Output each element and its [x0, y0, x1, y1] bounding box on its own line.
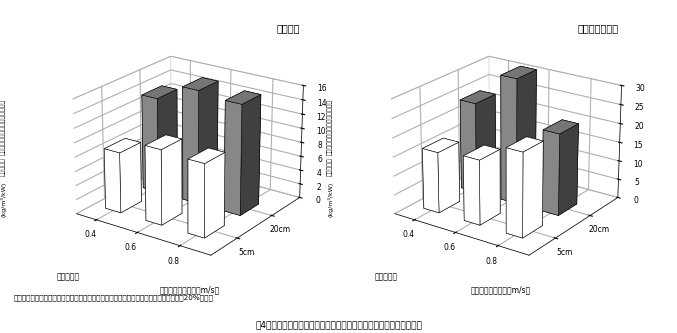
Text: 注）設定切断長は自脱コンバインの排わらカッタの間隔で、実測切断長は設定値より絀20%長い。: 注）設定切断長は自脱コンバインの排わらカッタの間隔で、実測切断長は設定値より絀2… [14, 295, 213, 301]
Text: 設定切断長: 設定切断長 [56, 272, 79, 281]
Text: 最大所要動力当りのロールベール: 最大所要動力当りのロールベール [1, 99, 6, 155]
Text: バーチェーン式: バーチェーン式 [577, 23, 618, 33]
Text: ローラ式: ローラ式 [277, 23, 300, 33]
Text: の举物密度: の举物密度 [1, 157, 6, 176]
Text: の举物密度: の举物密度 [328, 157, 333, 176]
Text: 拾い上げ作業速度（m/s）: 拾い上げ作業速度（m/s） [471, 285, 531, 294]
Text: (kg/m³/kW): (kg/m³/kW) [1, 182, 6, 217]
Text: (kg/m³/kW): (kg/m³/kW) [328, 182, 333, 217]
Text: 拾い上げ作業速度（m/s）: 拾い上げ作業速度（m/s） [160, 285, 219, 294]
Text: 围4　小麦わら梱包時の最大所要動力当りのロールベールの举物密度: 围4 小麦わら梱包時の最大所要動力当りのロールベールの举物密度 [255, 321, 422, 330]
Text: 設定切断長: 設定切断長 [374, 272, 397, 281]
Text: 最大所要動力当りのロールベール: 最大所要動力当りのロールベール [328, 99, 333, 155]
